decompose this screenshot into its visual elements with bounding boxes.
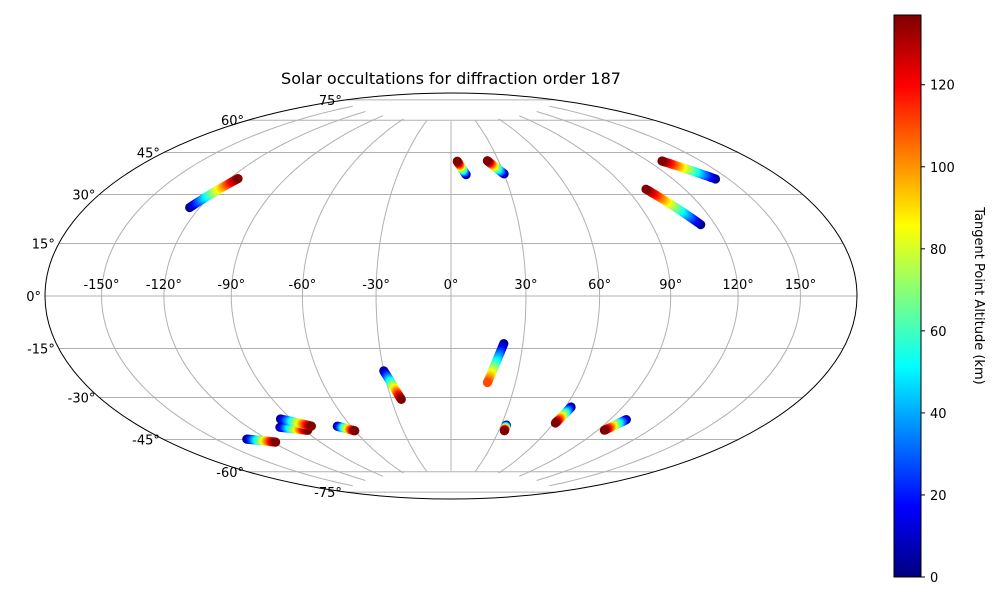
meridian-line: [536, 111, 739, 481]
colorbar-ticks: 0 20 40 60 80 100 120: [921, 79, 955, 586]
lat-tick-label: -15°: [27, 343, 55, 358]
lon-tick-label: -120°: [146, 278, 182, 293]
lon-tick-label: 150°: [785, 278, 816, 293]
lat-tick-label: -30°: [68, 392, 96, 407]
latitude-tick-labels: -75° -60° -45° -30° -15° 0° 15° 30° 45° 60° 75°: [26, 94, 342, 501]
meridian-line: [100, 105, 353, 487]
lat-tick-label: 75°: [319, 94, 342, 109]
lon-tick-label: -30°: [362, 278, 390, 293]
occultation-track: [641, 184, 706, 230]
occultation-point: [396, 394, 406, 404]
lon-tick-label: -90°: [217, 278, 245, 293]
meridian-line: [163, 111, 366, 481]
occultation-point: [499, 426, 509, 436]
meridian-line: [375, 120, 428, 472]
occultation-point: [641, 184, 651, 194]
lat-tick-label: 0°: [26, 290, 41, 305]
occultation-point: [306, 421, 316, 431]
colorbar: 0 20 40 60 80 100 120 Tangent Point Altitude (…: [893, 14, 986, 586]
occultation-point: [550, 418, 561, 428]
occultation-point: [482, 156, 492, 166]
occultation-track: [332, 421, 360, 436]
colorbar-tick-label: 0: [930, 571, 938, 586]
chart-title: Solar occultations for diffraction order…: [281, 69, 621, 88]
occultation-track: [242, 434, 281, 447]
lon-tick-label: 30°: [514, 278, 537, 293]
occultation-track: [185, 174, 243, 213]
lat-tick-label: -75°: [314, 486, 342, 501]
meridian-line: [549, 105, 802, 487]
occultation-point: [657, 156, 667, 166]
lon-tick-label: 120°: [722, 278, 753, 293]
colorbar-tick-label: 80: [930, 243, 947, 258]
occultation-point: [452, 156, 462, 166]
lat-tick-label: 15°: [32, 237, 55, 252]
map-boundary: [44, 92, 858, 500]
lat-tick-label: 60°: [221, 114, 244, 129]
lat-tick-label: -45°: [132, 434, 160, 449]
lon-tick-label: 60°: [588, 278, 611, 293]
occultation-point: [599, 425, 610, 435]
occultation-point: [482, 377, 493, 388]
colorbar-tick-label: 120: [930, 79, 955, 94]
occultation-track: [550, 402, 576, 428]
occultation-track: [452, 156, 471, 180]
occultation-point: [233, 174, 243, 184]
lat-tick-label: 45°: [137, 146, 160, 161]
occultation-track: [275, 414, 316, 431]
meridian-line: [301, 118, 404, 474]
colorbar-tick-label: 100: [930, 161, 955, 176]
occultation-tracks: [185, 156, 721, 447]
lat-tick-label: 30°: [72, 189, 95, 204]
meridian-line: [519, 115, 672, 477]
occultation-track: [657, 156, 721, 184]
occultation-track: [482, 156, 509, 179]
colorbar-tick-label: 40: [930, 407, 947, 422]
occultation-track: [482, 339, 509, 388]
graticule: [45, 99, 857, 493]
colorbar-label: Tangent Point Altitude (km): [971, 206, 986, 384]
lon-tick-label: 90°: [659, 278, 682, 293]
colorbar-gradient: [893, 14, 922, 578]
lon-tick-label: 0°: [444, 278, 459, 293]
occultation-track: [499, 420, 511, 436]
lon-tick-label: -60°: [289, 278, 317, 293]
lon-tick-label: -150°: [83, 278, 119, 293]
colorbar-tick-label: 60: [930, 325, 947, 340]
occultation-track: [379, 366, 406, 404]
occultation-point: [350, 426, 360, 436]
occultation-track: [599, 415, 631, 435]
longitude-tick-labels: -150° -120° -90° -60° -30° 0° 30° 60° 90° 120° 150…: [83, 278, 816, 293]
occultation-point: [271, 437, 281, 447]
lat-tick-label: -60°: [216, 466, 244, 481]
colorbar-tick-label: 20: [930, 489, 947, 504]
